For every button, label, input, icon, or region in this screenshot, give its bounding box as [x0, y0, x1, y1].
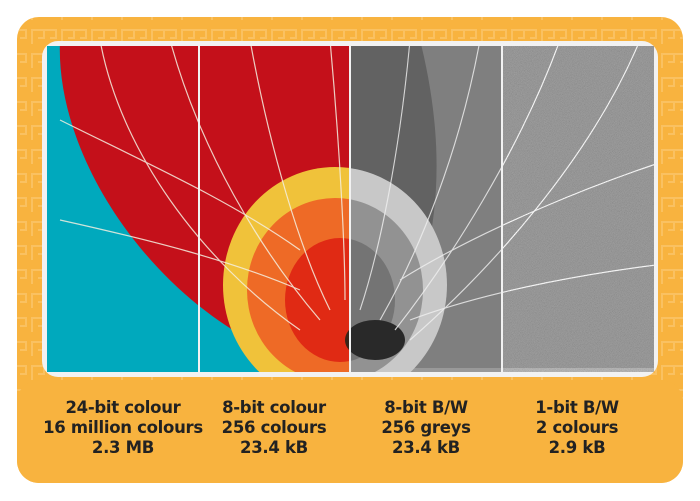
caption-depth: 256 colours	[221, 418, 327, 437]
caption-mode: 8-bit B/W	[384, 398, 468, 417]
caption-depth: 2 colours	[535, 418, 619, 437]
caption-depth: 256 greys	[381, 418, 471, 437]
caption-size: 23.4 kB	[392, 438, 460, 457]
caption-mode: 24-bit colour	[65, 398, 181, 417]
caption-mode: 8-bit colour	[222, 398, 326, 417]
caption-size: 2.9 kB	[548, 438, 606, 457]
caption-24bit: 24-bit colour 16 million colours 2.3 MB	[38, 398, 208, 458]
caption-1bit-bw: 1-bit B/W 2 colours 2.9 kB	[492, 398, 662, 458]
caption-8bit-bw: 8-bit B/W 256 greys 23.4 kB	[341, 398, 511, 458]
caption-size: 23.4 kB	[240, 438, 308, 457]
caption-mode: 1-bit B/W	[535, 398, 619, 417]
caption-size: 2.3 MB	[91, 438, 155, 457]
caption-depth: 16 million colours	[43, 418, 203, 437]
caption-8bit-colour: 8-bit colour 256 colours 23.4 kB	[189, 398, 359, 458]
